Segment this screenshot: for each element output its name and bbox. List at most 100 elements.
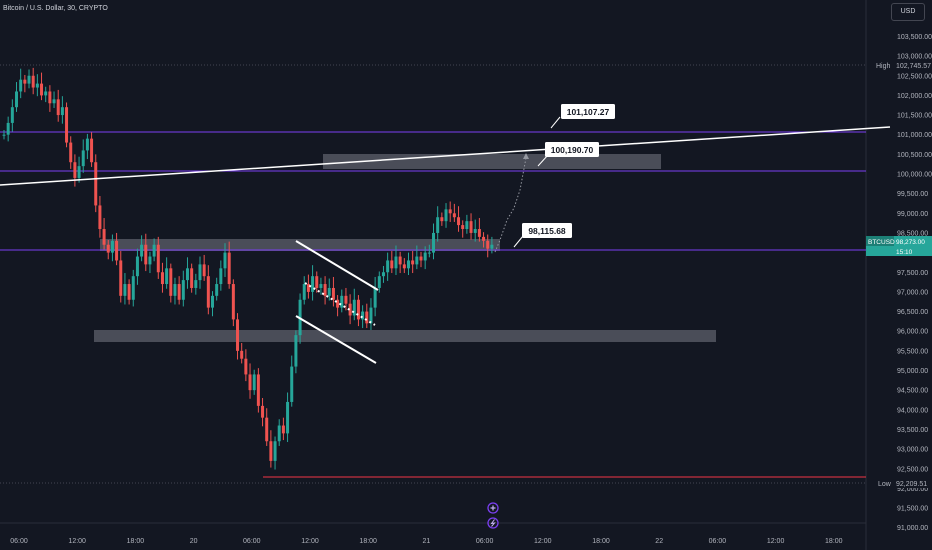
price-axis-label: 98,500.00 <box>897 230 928 237</box>
price-axis-label: 100,500.00 <box>897 152 932 159</box>
channel-lower-line[interactable] <box>295 315 377 364</box>
low-tag-value: 92,209.51 <box>896 481 927 488</box>
candle-body <box>465 221 469 230</box>
candle-body <box>198 264 202 281</box>
time-axis-label: 18:00 <box>127 538 145 545</box>
price-axis[interactable]: 103,500.00 103,000.00 102,500.00 102,000.00… <box>897 34 932 532</box>
candle-body <box>269 441 273 461</box>
candle-body <box>306 284 310 292</box>
candle-body <box>344 295 348 304</box>
candle-body <box>265 417 269 442</box>
candle-body <box>40 83 44 96</box>
candle-body <box>373 287 377 308</box>
candle-body <box>60 107 64 116</box>
candle-body <box>448 209 452 214</box>
target-callout-100190[interactable]: 100,190.70 <box>537 142 599 167</box>
price-axis-label: 99,500.00 <box>897 191 928 198</box>
candle-body <box>315 276 319 288</box>
low-price-tag: Low 92,209.51 <box>872 478 932 488</box>
time-axis-label: 21 <box>423 538 431 545</box>
candle-body <box>427 252 431 254</box>
candle-body <box>398 256 402 265</box>
candle-body <box>94 162 98 206</box>
candle-body <box>148 256 152 265</box>
resistance-zone[interactable] <box>323 154 661 169</box>
candle-body <box>119 260 123 296</box>
candle-body <box>10 107 14 123</box>
candle-body <box>248 374 252 391</box>
time-axis-label: 18:00 <box>359 538 377 545</box>
candle-body <box>23 79 27 84</box>
candle-body <box>356 299 360 320</box>
time-axis-label: 22 <box>655 538 663 545</box>
candle-body <box>231 284 235 320</box>
candle-body <box>402 264 406 269</box>
channel-upper-line[interactable] <box>295 240 379 291</box>
candle-body <box>110 240 114 253</box>
projection-arrowhead <box>523 153 529 159</box>
candle-body <box>56 99 60 116</box>
candle-body <box>436 217 440 233</box>
price-axis-label: 100,000.00 <box>897 172 932 179</box>
candle-body <box>406 260 410 269</box>
candle-body <box>327 287 331 296</box>
time-axis-label: 12:00 <box>68 538 86 545</box>
candle-body <box>69 142 73 163</box>
target-callout-101107[interactable]: 101,107.27 <box>550 104 615 129</box>
candle-body <box>140 244 144 257</box>
candle-body <box>215 284 219 296</box>
candle-body <box>6 122 10 135</box>
candle-body <box>202 264 206 277</box>
candle-body <box>340 295 344 308</box>
rising-trendline[interactable] <box>0 126 891 186</box>
candle-body <box>65 107 69 143</box>
price-axis-label: 93,500.00 <box>897 427 928 434</box>
plus-circle-icon[interactable] <box>487 502 499 514</box>
target-callout-98115[interactable]: 98,115.68 <box>513 223 572 248</box>
candle-body <box>377 276 381 288</box>
candle-body <box>302 284 306 300</box>
price-axis-label: 103,500.00 <box>897 34 932 41</box>
candle-body <box>15 91 19 108</box>
candle-body <box>477 229 481 237</box>
candle-body <box>461 225 465 230</box>
candle-body <box>102 229 106 245</box>
currency-button[interactable]: USD <box>891 3 925 21</box>
candle-body <box>273 441 277 461</box>
target-2-label: 100,190.70 <box>551 145 594 155</box>
mid-zone[interactable] <box>100 239 500 251</box>
time-axis-label: 06:00 <box>10 538 28 545</box>
candle-body <box>144 244 148 265</box>
candle-body <box>73 162 77 178</box>
candle-body <box>323 284 327 296</box>
candle-body <box>473 229 477 233</box>
support-zone[interactable] <box>94 330 716 342</box>
candle-body <box>294 335 298 367</box>
candle-body <box>432 232 436 253</box>
candle-body <box>165 268 169 285</box>
target-1-label: 101,107.27 <box>567 107 610 117</box>
candlestick-series <box>2 67 494 470</box>
price-axis-label: 94,500.00 <box>897 388 928 395</box>
candle-body <box>256 374 260 406</box>
candle-body <box>415 256 419 265</box>
lightning-circle-icon[interactable] <box>487 517 499 529</box>
candle-body <box>277 425 281 442</box>
price-axis-label: 99,000.00 <box>897 211 928 218</box>
candle-body <box>194 280 198 288</box>
last-tag-symbol: BTCUSD <box>868 239 895 246</box>
candle-body <box>181 280 185 300</box>
candle-body <box>365 311 369 324</box>
candle-body <box>211 295 214 308</box>
candle-body <box>457 217 461 226</box>
price-axis-label: 103,000.00 <box>897 54 932 61</box>
time-axis[interactable]: 06:00 12:00 18:00 20 06:00 12:00 18:00 21 06:00 1… <box>10 538 842 545</box>
candle-body <box>185 268 189 281</box>
candle-body <box>2 134 6 136</box>
candle-body <box>381 272 385 277</box>
candle-body <box>352 299 356 316</box>
candle-body <box>336 299 340 308</box>
price-axis-label: 97,500.00 <box>897 270 928 277</box>
candle-body <box>386 260 390 273</box>
